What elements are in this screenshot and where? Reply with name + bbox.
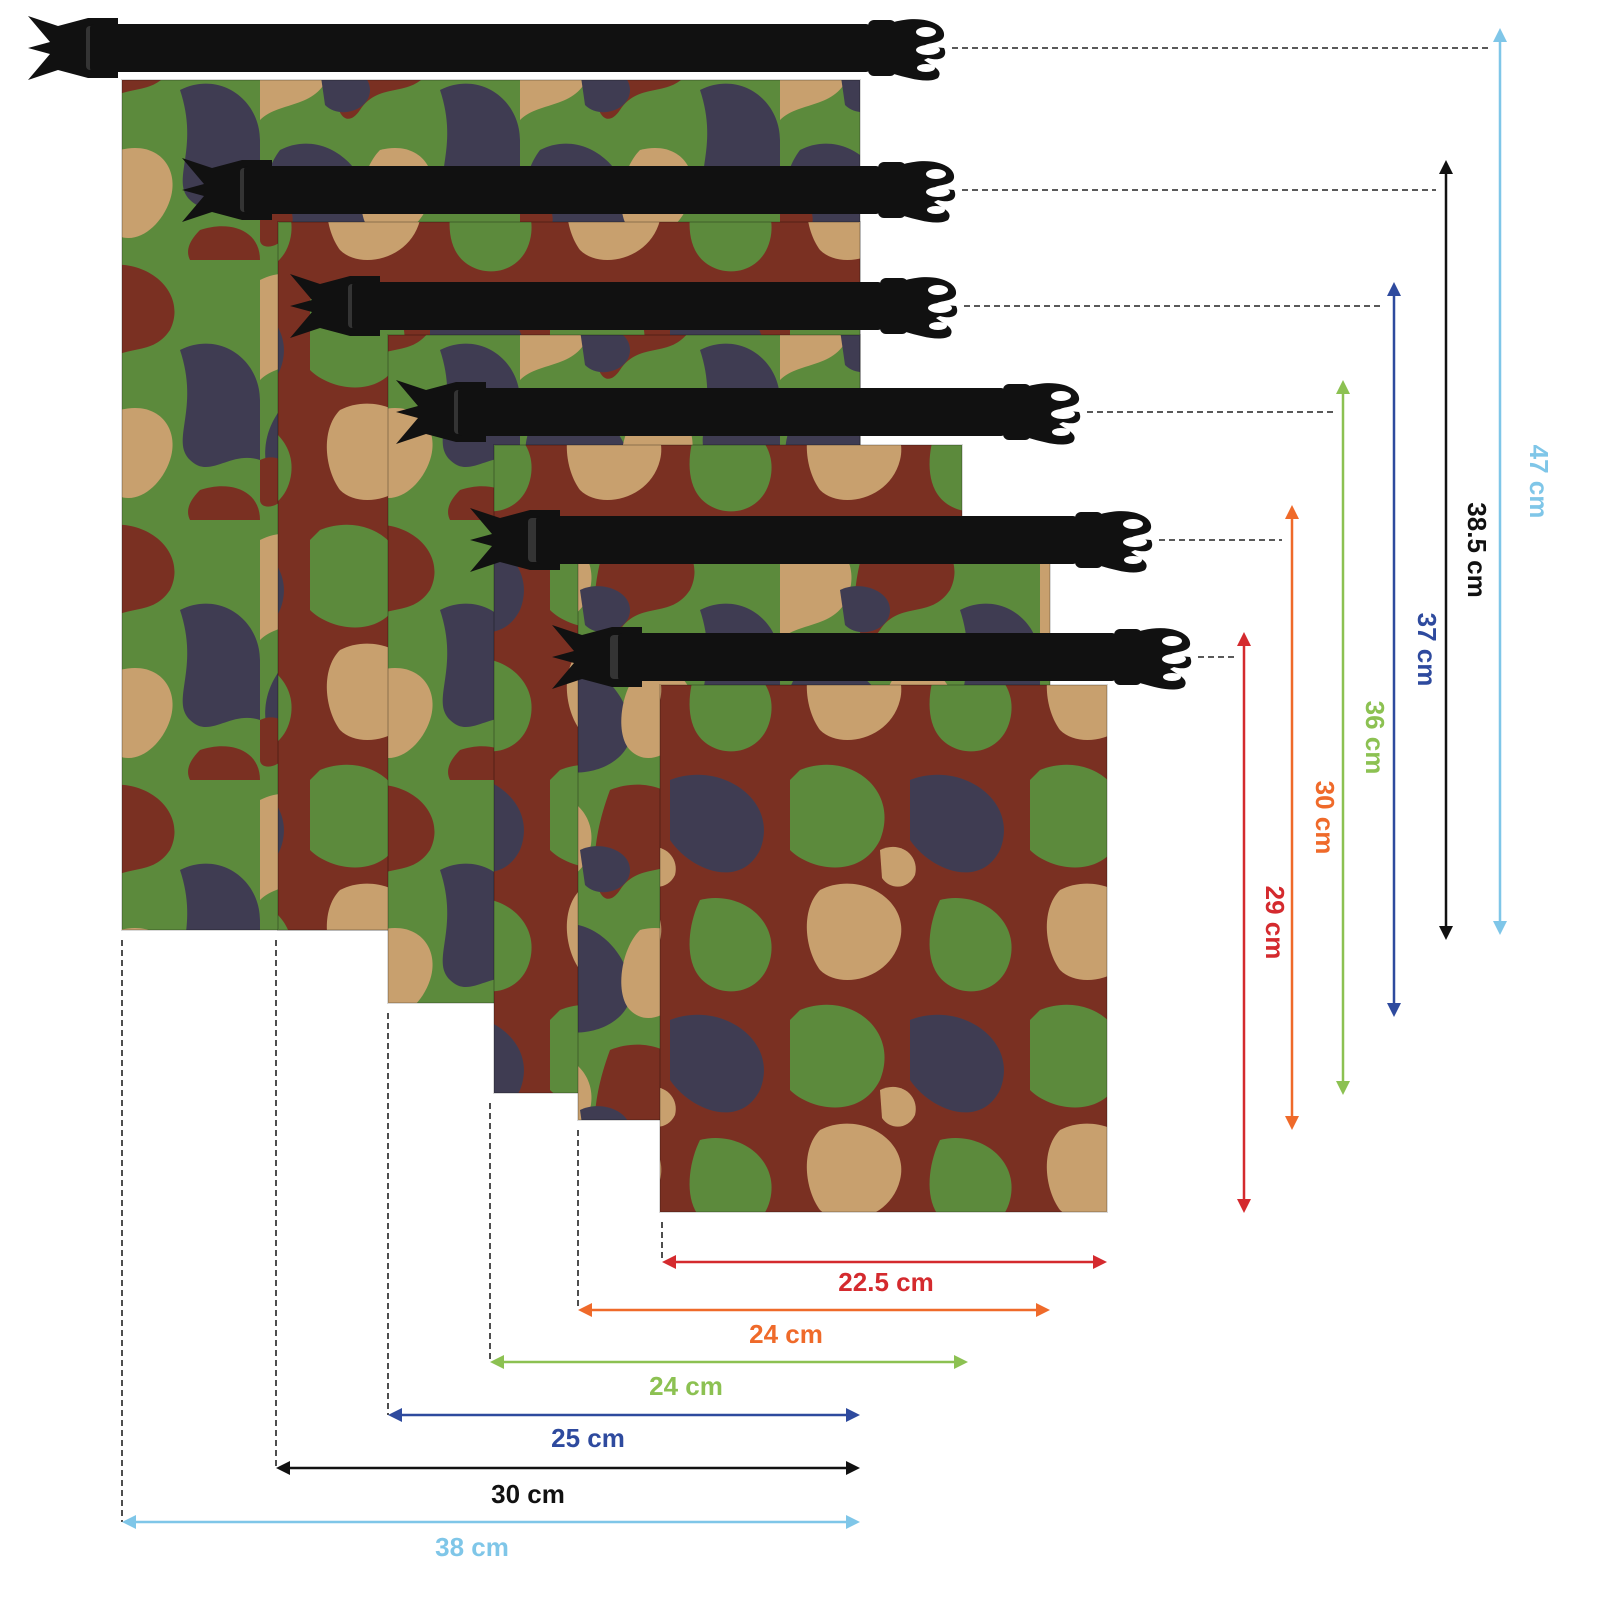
bag-1-strap (90, 24, 870, 72)
bag-4-height-label: 36 cm (1360, 701, 1390, 775)
side-release-buckle-icon (880, 277, 958, 339)
side-release-buckle-icon (1114, 628, 1192, 690)
side-release-buckle-icon (1003, 383, 1081, 445)
bag-3-strap (352, 282, 882, 330)
bag-6-height-label: 29 cm (1260, 886, 1290, 960)
bag-3-height-label: 37 cm (1412, 613, 1442, 687)
bag-3-width-label: 25 cm (551, 1423, 625, 1453)
bag-5-width-label: 24 cm (749, 1319, 823, 1349)
bag-5-height-label: 30 cm (1310, 781, 1340, 855)
bag-6-strap (618, 633, 1116, 681)
side-release-buckle-icon (878, 161, 956, 223)
bag-6-body (660, 685, 1107, 1212)
side-release-buckle-icon (1075, 511, 1153, 573)
bag-2-width-label: 30 cm (491, 1479, 565, 1509)
side-release-buckle-icon (868, 19, 946, 81)
bag-1-width-label: 38 cm (435, 1532, 509, 1562)
bag-1-height-label: 47 cm (1524, 445, 1554, 519)
bag-4-strap (458, 388, 1005, 436)
bag-6-width-label: 22.5 cm (838, 1267, 933, 1297)
bag-2-strap (244, 166, 880, 214)
bag-4-width-label: 24 cm (649, 1371, 723, 1401)
bag-6 (552, 625, 1192, 1213)
bag-2-height-label: 38.5 cm (1462, 502, 1492, 597)
bag-5-strap (536, 516, 1077, 564)
